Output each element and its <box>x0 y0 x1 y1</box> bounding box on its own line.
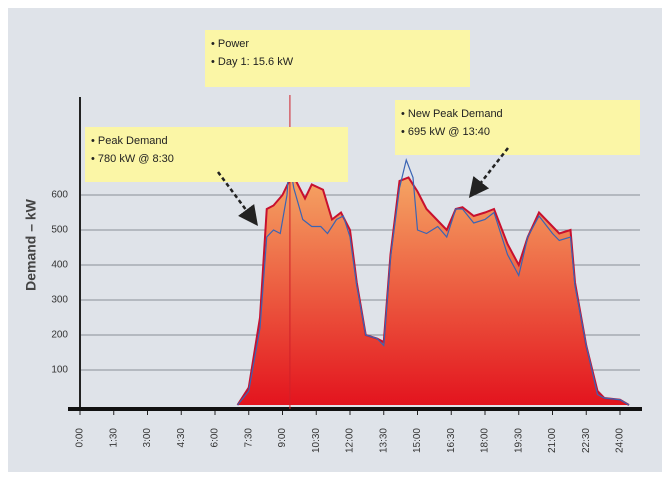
x-tick-label: 21:00 <box>547 428 558 453</box>
x-tick-label: 16:30 <box>446 428 457 453</box>
y-tick-label: 500 <box>51 225 68 236</box>
x-tick-label: 7:30 <box>243 428 254 448</box>
annotation-text: • 780 kW @ 8:30 <box>91 153 174 165</box>
arrow <box>468 147 509 198</box>
annotation-text: • New Peak Demand <box>401 108 503 120</box>
x-tick-label: 9:00 <box>277 428 288 448</box>
y-tick-label: 100 <box>51 365 68 376</box>
arrow <box>216 171 258 227</box>
y-tick-label: 600 <box>51 190 68 201</box>
y-tick-label: 300 <box>51 295 68 306</box>
x-tick-label: 0:00 <box>75 428 86 448</box>
annotation-text: • Day 1: 15.6 kW <box>211 56 294 68</box>
x-tick-label: 3:00 <box>142 428 153 448</box>
x-tick-label: 22:30 <box>581 428 592 453</box>
x-tick-label: 13:30 <box>378 428 389 453</box>
annotation-box <box>205 30 470 87</box>
x-tick-label: 15:00 <box>412 428 423 453</box>
y-tick-label: 400 <box>51 260 68 271</box>
annotation-text: • Peak Demand <box>91 135 168 147</box>
x-tick-label: 18:00 <box>480 428 491 453</box>
annotation-text: • 695 kW @ 13:40 <box>401 126 490 138</box>
x-tick-label: 6:00 <box>210 428 221 448</box>
x-tick-label: 10:30 <box>311 428 322 453</box>
area <box>237 177 629 405</box>
x-tick-label: 4:30 <box>176 428 187 448</box>
x-tick-label: 12:00 <box>345 428 356 453</box>
annotation-box <box>85 127 348 182</box>
y-tick-label: 200 <box>51 330 68 341</box>
x-tick-label: 1:30 <box>108 428 119 448</box>
annotation-text: • Power <box>211 38 249 50</box>
x-tick-label: 19:30 <box>513 428 524 453</box>
x-tick-label: 24:00 <box>615 428 626 453</box>
annotation-box <box>395 100 640 155</box>
y-axis-label: Demand – kW <box>23 198 39 291</box>
